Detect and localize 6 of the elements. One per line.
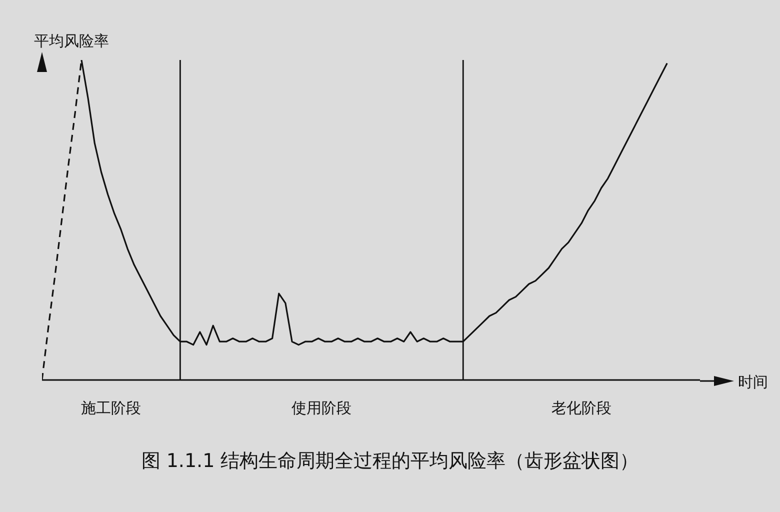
text: 使用阶段 (292, 399, 352, 417)
x-axis-title: 时间 (738, 373, 768, 391)
y-axis-title: 平均风险率 (34, 32, 109, 50)
text: 施工阶段 (81, 399, 142, 417)
text: 图 1.1.1 结构生命周期全过程的平均风险率（齿形盆状图） (141, 450, 639, 472)
text: 老化阶段 (552, 399, 612, 417)
